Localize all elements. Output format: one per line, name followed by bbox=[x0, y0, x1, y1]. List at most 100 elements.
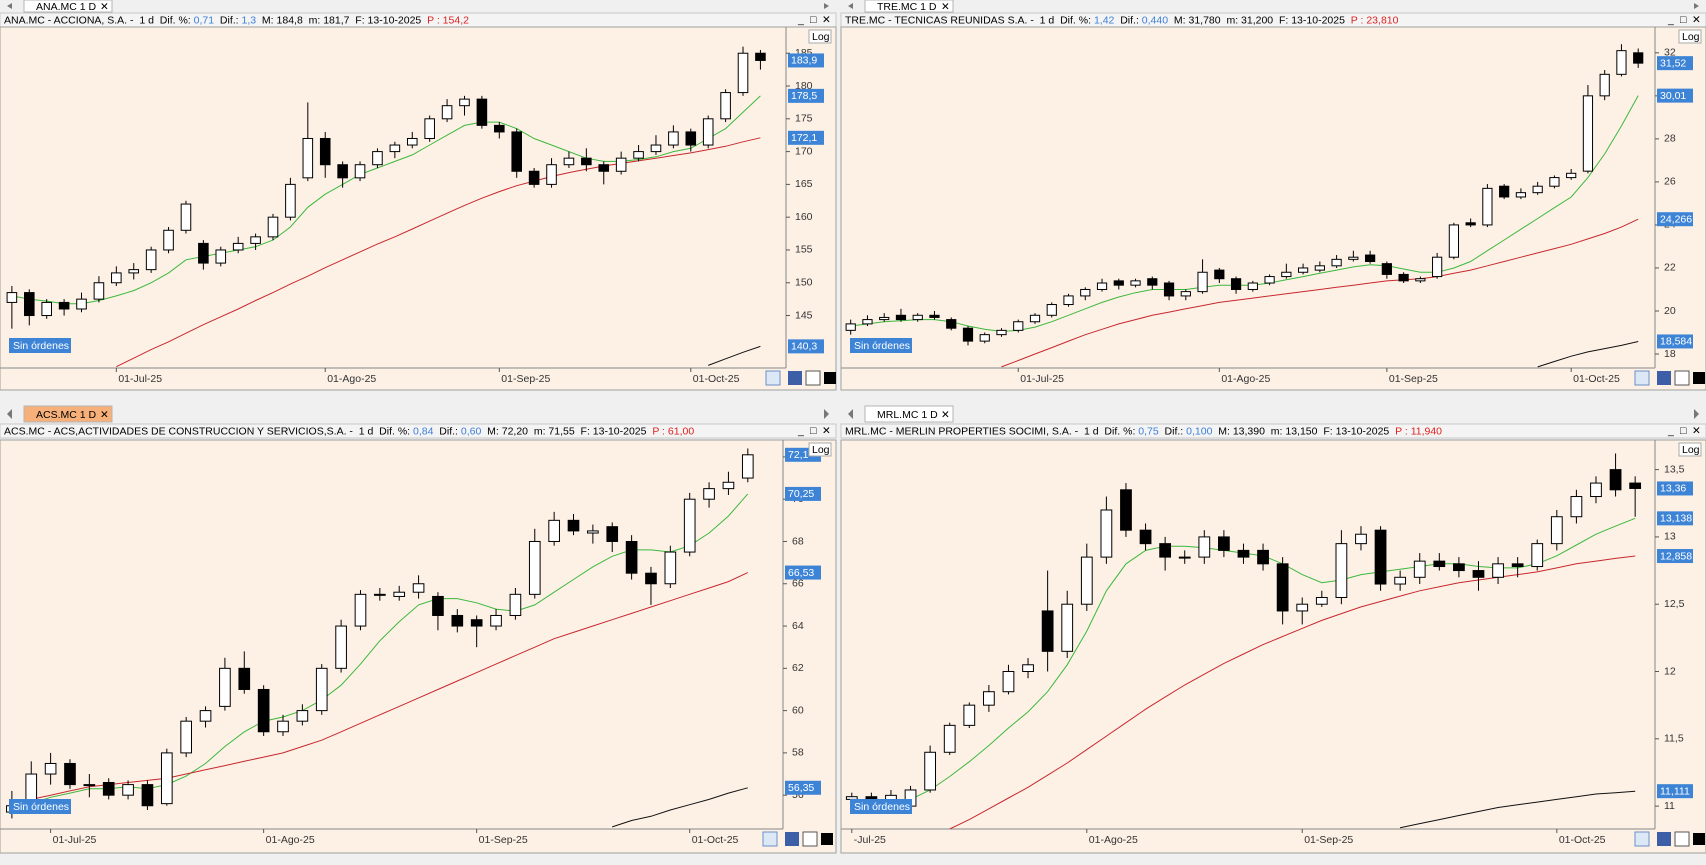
candle-body bbox=[879, 316, 890, 321]
candle-body bbox=[963, 704, 976, 726]
tab-label[interactable]: MRL.MC 1 D bbox=[877, 409, 938, 421]
candle-body bbox=[141, 784, 154, 807]
header-part: 1,3 bbox=[241, 14, 256, 26]
log-label[interactable]: Log bbox=[1682, 444, 1700, 456]
orders-label: Sin órdenes bbox=[13, 340, 69, 352]
x-tick-label: 01-Oct-25 bbox=[693, 373, 740, 385]
x-tick-label: 01-Jul-25 bbox=[118, 373, 162, 385]
scroll-left[interactable] bbox=[7, 3, 12, 9]
y-tick-label: 32 bbox=[1664, 47, 1676, 59]
layout-button[interactable] bbox=[805, 370, 821, 386]
header: TRE.MC - TECNICAS REUNIDAS S.A. - 1 d Di… bbox=[845, 14, 1399, 26]
candle-body bbox=[633, 151, 644, 159]
layout-button[interactable] bbox=[802, 831, 818, 847]
plot-area bbox=[840, 439, 1706, 854]
window-button[interactable]: _ bbox=[1667, 14, 1674, 26]
price-marker bbox=[1657, 334, 1693, 349]
candle-body bbox=[722, 481, 735, 490]
scroll-right[interactable] bbox=[824, 409, 829, 419]
log-button[interactable] bbox=[1678, 29, 1702, 44]
candle-body bbox=[128, 269, 140, 274]
candle-body bbox=[979, 334, 990, 342]
scroll-right[interactable] bbox=[1694, 3, 1699, 9]
chart-type-button[interactable] bbox=[1634, 370, 1650, 386]
x-tick-label: 01-Ago-25 bbox=[1221, 373, 1270, 385]
candle-body bbox=[924, 751, 937, 791]
plot bbox=[845, 44, 1644, 368]
tab[interactable] bbox=[864, 405, 954, 423]
candle-body bbox=[1394, 576, 1407, 585]
candle-body bbox=[943, 724, 956, 753]
tab[interactable] bbox=[864, 0, 954, 13]
window-button[interactable]: ✕ bbox=[822, 14, 831, 26]
candle-body bbox=[1348, 256, 1359, 260]
window-button[interactable]: ✕ bbox=[1692, 14, 1701, 26]
chart-type-button[interactable] bbox=[762, 831, 778, 847]
y-tick-label: 180 bbox=[795, 80, 813, 92]
candle-body bbox=[1433, 560, 1446, 568]
candle-body bbox=[1465, 222, 1476, 226]
tab[interactable] bbox=[23, 405, 113, 423]
window-button[interactable]: □ bbox=[810, 14, 817, 26]
tab-close[interactable]: ✕ bbox=[941, 409, 950, 421]
candle-body bbox=[160, 752, 173, 805]
log-button[interactable] bbox=[1678, 442, 1702, 457]
color-button[interactable] bbox=[1693, 372, 1705, 384]
candle-body bbox=[1264, 276, 1275, 284]
candle-body bbox=[6, 292, 18, 303]
window-button[interactable]: □ bbox=[810, 425, 817, 437]
tab[interactable] bbox=[23, 0, 113, 13]
save-button[interactable] bbox=[785, 832, 799, 846]
log-label[interactable]: Log bbox=[1682, 31, 1700, 43]
candle-body bbox=[962, 327, 974, 342]
chart-type-button[interactable] bbox=[765, 370, 781, 386]
scroll-left[interactable] bbox=[7, 409, 12, 419]
window-button[interactable]: _ bbox=[797, 14, 804, 26]
header: MRL.MC - MERLIN PROPERTIES SOCIMI, S.A. … bbox=[845, 425, 1442, 437]
candle-body bbox=[198, 242, 209, 264]
candle-body bbox=[1515, 192, 1527, 198]
scroll-right[interactable] bbox=[1694, 409, 1699, 419]
orders-badge bbox=[850, 799, 912, 814]
color-button[interactable] bbox=[1693, 833, 1705, 845]
window-button[interactable]: □ bbox=[1680, 14, 1687, 26]
tab-close[interactable]: ✕ bbox=[100, 409, 109, 421]
header-part: 0,100 bbox=[1186, 425, 1212, 437]
log-button[interactable] bbox=[808, 442, 832, 457]
window-button[interactable]: _ bbox=[797, 425, 804, 437]
window-button[interactable]: □ bbox=[1680, 425, 1687, 437]
plot bbox=[6, 46, 766, 368]
log-label[interactable]: Log bbox=[812, 31, 830, 43]
tab-close[interactable]: ✕ bbox=[941, 1, 950, 13]
candle-body bbox=[76, 298, 87, 310]
scroll-right[interactable] bbox=[824, 3, 829, 9]
log-label[interactable]: Log bbox=[812, 444, 830, 456]
candle-body bbox=[257, 688, 270, 733]
candle-body bbox=[1100, 509, 1113, 558]
color-button[interactable] bbox=[824, 372, 836, 384]
tab-label[interactable]: ACS.MC 1 D bbox=[36, 409, 97, 421]
candle-body bbox=[668, 131, 679, 146]
layout-button[interactable] bbox=[1674, 370, 1690, 386]
candle-body bbox=[102, 781, 115, 796]
save-button[interactable] bbox=[1657, 371, 1671, 385]
window-button[interactable]: ✕ bbox=[822, 425, 831, 437]
color-button[interactable] bbox=[821, 833, 833, 845]
save-button[interactable] bbox=[1657, 832, 1671, 846]
window-button[interactable]: _ bbox=[1667, 425, 1674, 437]
window-button[interactable]: ✕ bbox=[1692, 425, 1701, 437]
scroll-left[interactable] bbox=[848, 3, 853, 9]
tab-close[interactable]: ✕ bbox=[100, 1, 109, 13]
candle-body bbox=[912, 314, 923, 321]
candle-body bbox=[459, 98, 470, 107]
candle-body bbox=[996, 329, 1007, 336]
save-button[interactable] bbox=[788, 371, 802, 385]
tab-label[interactable]: ANA.MC 1 D bbox=[36, 1, 97, 13]
scroll-left[interactable] bbox=[848, 409, 853, 419]
layout-button[interactable] bbox=[1674, 831, 1690, 847]
chart-type-button[interactable] bbox=[1634, 831, 1650, 847]
y-tick-label: 165 bbox=[795, 178, 813, 190]
tab-label[interactable]: TRE.MC 1 D bbox=[877, 1, 937, 13]
log-button[interactable] bbox=[808, 29, 832, 44]
header-part: M: 31,780 m: 31,200 F: 13-10-2025 bbox=[1168, 14, 1351, 26]
